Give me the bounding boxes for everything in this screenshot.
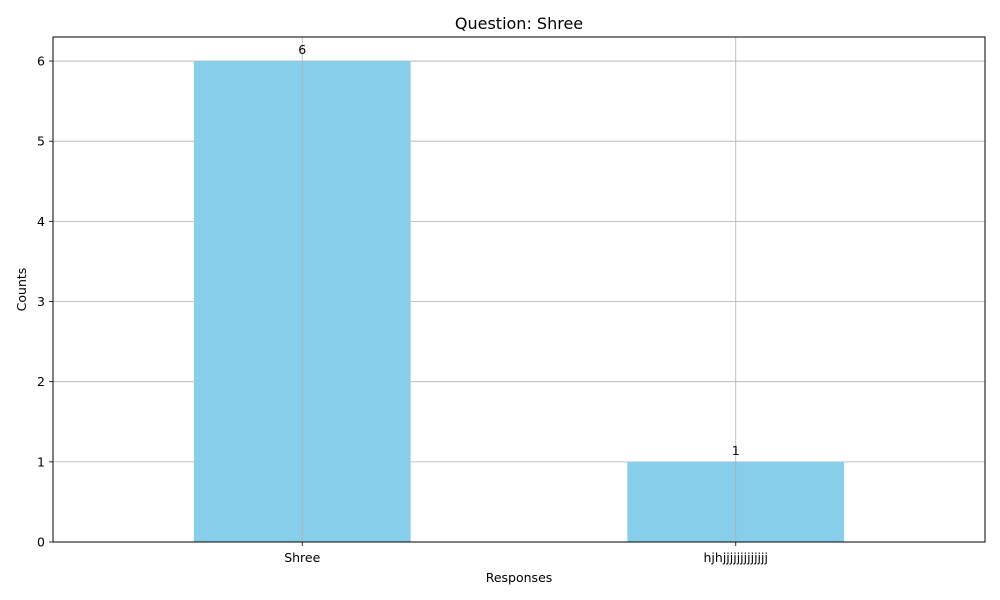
bar-data-label: 1 bbox=[732, 443, 740, 458]
y-tick-label: 3 bbox=[37, 294, 45, 309]
y-axis-label: Counts bbox=[14, 268, 29, 312]
chart-title: Question: Shree bbox=[455, 14, 583, 33]
y-tick-label: 4 bbox=[37, 214, 45, 229]
x-tick-label: Shree bbox=[284, 550, 320, 565]
overlay-grid-layer bbox=[301, 37, 737, 542]
bar-data-label: 6 bbox=[298, 42, 306, 57]
ticks-layer: 0 1 2 3 4 5 6 Shree hjhjjjjjjjjjjjjj bbox=[37, 54, 768, 565]
grid-layer bbox=[53, 60, 985, 543]
y-tick-label: 1 bbox=[37, 454, 45, 469]
data-labels-layer: 61 bbox=[298, 42, 739, 458]
plot-frame bbox=[52, 36, 986, 543]
x-axis-label: Responses bbox=[486, 570, 553, 585]
x-tick-label: hjhjjjjjjjjjjjjj bbox=[704, 550, 768, 565]
y-tick-label: 6 bbox=[37, 54, 45, 69]
y-tick-label: 5 bbox=[37, 134, 45, 149]
y-tick-label: 2 bbox=[37, 374, 45, 389]
y-tick-label: 0 bbox=[37, 535, 45, 550]
